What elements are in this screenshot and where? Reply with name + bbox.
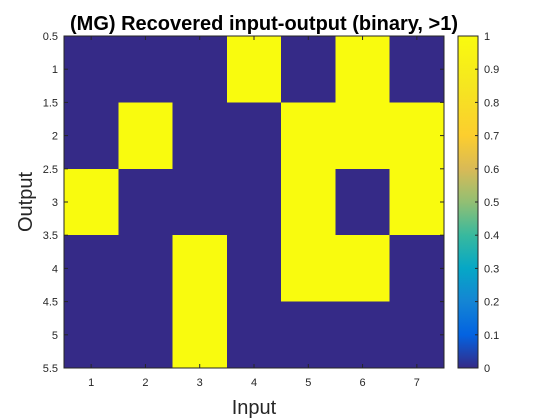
heatmap-cell-5-6 [335,301,390,368]
heatmap-cell-1-4 [226,36,282,103]
x-axis-ticks: 1 2 3 4 5 6 7 [88,36,420,389]
heatmap-cell-2-1 [64,102,119,169]
colorbar-tick-label: 0.2 [484,297,499,309]
colorbar-tick-label: 0.8 [484,97,499,109]
colorbar-tick-label: 0.6 [484,164,499,176]
y-tick-label: 0.5 [43,31,58,43]
y-tick-label: 4 [52,263,58,275]
heatmap-cell-1-3 [172,36,227,103]
x-tick-label: 6 [360,377,366,389]
heatmap-cell-4-5 [281,235,336,302]
heatmap-cell-2-4 [226,102,282,169]
heatmap-cell-5-7 [389,301,444,368]
y-tick-label: 5 [52,330,58,342]
heatmap-cell-4-2 [118,235,173,302]
heatmap-cell-3-3 [172,168,227,236]
x-tick-label: 1 [88,377,94,389]
colorbar-tick-label: 0.3 [484,263,499,275]
x-tick-label: 4 [251,377,257,389]
y-tick-label: 4.5 [43,297,58,309]
chart-title: (MG) Recovered input-output (binary, >1) [70,13,458,35]
x-tick-label: 2 [142,377,148,389]
heatmap-cell-2-7 [389,102,444,169]
heatmap-cell-1-1 [64,36,119,103]
heatmap-cell-4-1 [64,235,119,302]
heatmap-cell-3-7 [389,168,444,236]
y-tick-label: 1.5 [43,97,58,109]
y-tick-label: 3 [52,197,58,209]
heatmap-cell-5-4 [226,301,282,368]
heatmap-cell-5-3 [172,301,227,368]
x-axis-label: Input [232,397,277,419]
heatmap-cell-1-5 [281,36,336,103]
x-tick-label: 5 [305,377,311,389]
y-tick-label: 1 [52,64,58,76]
heatmap-cell-1-7 [389,36,444,103]
heatmap-cells [64,36,444,368]
heatmap-cell-2-2 [118,102,173,169]
heatmap-cell-3-5 [281,168,336,236]
y-tick-label: 2 [52,131,58,143]
y-tick-label: 5.5 [43,363,58,375]
heatmap-cell-4-7 [389,235,444,302]
heatmap-cell-4-4 [226,235,282,302]
heatmap-cell-3-6 [335,168,390,236]
heatmap-cell-1-2 [118,36,173,103]
colorbar-tick-label: 0 [484,363,490,375]
heatmap-cell-4-6 [335,235,390,302]
y-tick-label: 3.5 [43,230,58,242]
colorbar-tick-label: 0.9 [484,64,499,76]
heatmap-cell-3-4 [226,168,282,236]
colorbar-tick-label: 1 [484,31,490,43]
heatmap-cell-5-5 [281,301,336,368]
colorbar-tick-label: 0.4 [484,230,499,242]
heatmap-cell-4-3 [172,235,227,302]
heatmap-cell-2-5 [281,102,336,169]
colorbar-tick-label: 0.5 [484,197,499,209]
y-tick-label: 2.5 [43,164,58,176]
heatmap-cell-5-1 [64,301,119,368]
x-tick-label: 3 [197,377,203,389]
heatmap-cell-5-2 [118,301,173,368]
heatmap-cell-3-2 [118,168,173,236]
heatmap-cell-1-6 [335,36,390,103]
x-tick-label: 7 [414,377,420,389]
y-axis-label: Output [15,172,37,232]
heatmap-cell-3-1 [64,168,119,236]
colorbar-tick-label: 0.7 [484,131,499,143]
y-axis-ticks: 0.5 1 1.5 2 2.5 3 3.5 4 4.5 5 5.5 [43,31,444,375]
heatmap-cell-2-3 [172,102,227,169]
colorbar-ticks: 0 0.1 0.2 0.3 0.4 0.5 0.6 0.7 0.8 0.9 1 [475,31,499,375]
heatmap-cell-2-6 [335,102,390,169]
colorbar-tick-label: 0.1 [484,330,499,342]
